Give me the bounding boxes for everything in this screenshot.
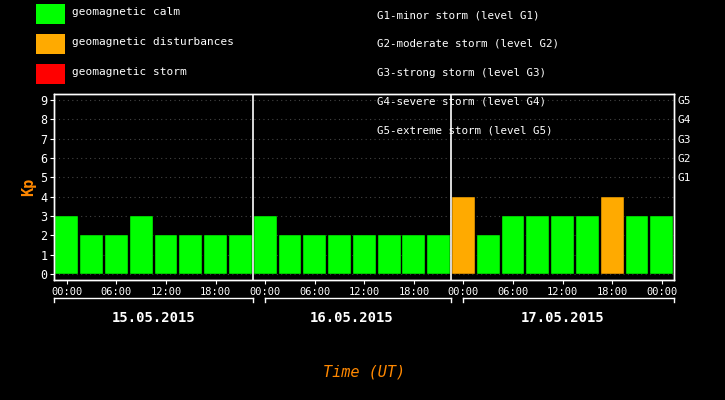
Bar — [55, 216, 78, 274]
Bar — [105, 236, 128, 274]
Text: Time (UT): Time (UT) — [323, 364, 405, 380]
Bar — [452, 197, 475, 274]
Bar — [626, 216, 648, 274]
Bar — [278, 236, 302, 274]
Bar — [601, 197, 624, 274]
Bar — [204, 236, 227, 274]
Bar — [80, 236, 103, 274]
Bar — [303, 236, 326, 274]
Bar — [130, 216, 152, 274]
Text: G4-severe storm (level G4): G4-severe storm (level G4) — [377, 96, 546, 106]
Bar — [502, 216, 524, 274]
Bar — [576, 216, 599, 274]
Text: G3-strong storm (level G3): G3-strong storm (level G3) — [377, 68, 546, 78]
Bar — [328, 236, 351, 274]
Bar — [427, 236, 450, 274]
Text: geomagnetic disturbances: geomagnetic disturbances — [72, 37, 234, 47]
Y-axis label: Kp: Kp — [21, 178, 36, 196]
Text: 15.05.2015: 15.05.2015 — [112, 311, 196, 325]
Text: geomagnetic storm: geomagnetic storm — [72, 67, 187, 77]
Bar — [179, 236, 202, 274]
Bar — [477, 236, 500, 274]
Text: 17.05.2015: 17.05.2015 — [521, 311, 605, 325]
Text: geomagnetic calm: geomagnetic calm — [72, 7, 181, 17]
Bar — [353, 236, 376, 274]
Bar — [402, 236, 426, 274]
Text: 16.05.2015: 16.05.2015 — [310, 311, 394, 325]
Bar — [154, 236, 178, 274]
Bar — [526, 216, 550, 274]
Text: G2-moderate storm (level G2): G2-moderate storm (level G2) — [377, 39, 559, 49]
Bar — [650, 216, 674, 274]
Text: G1-minor storm (level G1): G1-minor storm (level G1) — [377, 10, 539, 20]
Bar — [229, 236, 252, 274]
Bar — [378, 236, 400, 274]
Text: G5-extreme storm (level G5): G5-extreme storm (level G5) — [377, 125, 552, 135]
Bar — [254, 216, 276, 274]
Bar — [551, 216, 574, 274]
